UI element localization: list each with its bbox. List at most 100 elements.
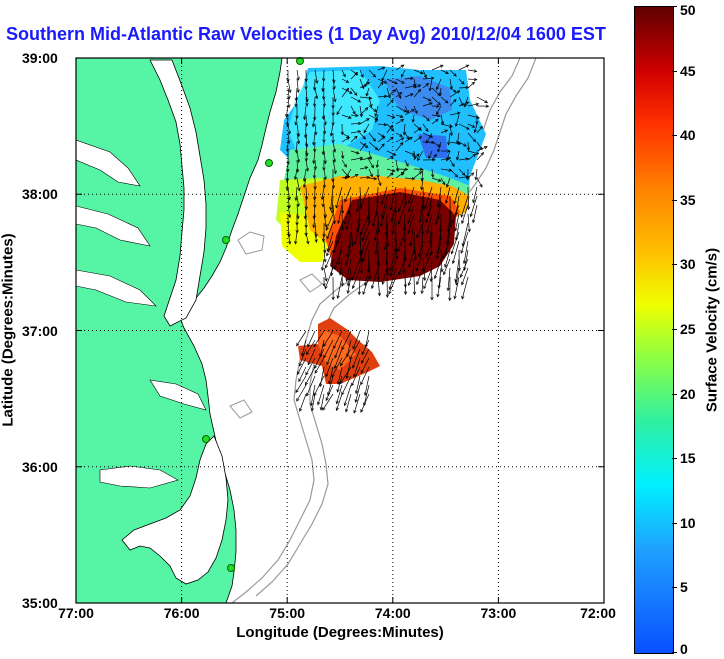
velocity-arrow-head	[321, 96, 326, 100]
velocity-arrow-head	[417, 84, 422, 88]
velocity-arrow	[339, 258, 343, 276]
station-marker[interactable]	[202, 435, 210, 443]
velocity-arrow	[386, 114, 395, 118]
velocity-arrow-head	[431, 174, 435, 178]
velocity-arrow-head	[427, 98, 432, 102]
velocity-arrow-head	[315, 95, 319, 100]
velocity-arrow-head	[335, 204, 339, 209]
velocity-arrow-head	[385, 294, 390, 298]
velocity-arrow	[449, 78, 453, 90]
velocity-arrow	[323, 204, 326, 218]
velocity-arrow-head	[390, 156, 394, 160]
velocity-arrow	[325, 249, 334, 269]
velocity-arrow-head	[417, 127, 422, 131]
velocity-arrow	[336, 393, 343, 411]
velocity-arrow-head	[354, 390, 359, 395]
station-marker[interactable]	[265, 159, 273, 167]
velocity-arrow	[341, 88, 349, 98]
grid	[76, 58, 604, 603]
colorbar-tick	[672, 652, 677, 653]
velocity-arrow	[408, 267, 415, 286]
velocity-arrow	[325, 213, 334, 231]
velocity-arrow-head	[370, 285, 375, 290]
velocity-arrow	[286, 168, 289, 182]
velocity-arrow-head	[420, 231, 425, 236]
velocity-arrow	[322, 393, 334, 411]
velocity-arrow-head	[430, 297, 434, 301]
velocity-arrow	[386, 89, 396, 98]
velocity-arrow-head	[400, 74, 404, 78]
velocity-arrow	[422, 123, 429, 132]
velocity-arrow	[319, 339, 325, 357]
velocity-arrow-head	[334, 354, 338, 359]
velocity-arrow	[358, 276, 361, 295]
velocity-arrow-head	[409, 136, 413, 140]
velocity-arrow	[305, 123, 307, 138]
velocity-arrow-head	[362, 258, 366, 262]
velocity-arrow	[341, 176, 350, 179]
velocity-arrow	[449, 204, 452, 228]
velocity-arrow	[395, 171, 405, 179]
velocity-arrow	[334, 348, 343, 369]
velocity-arrow	[377, 143, 385, 152]
velocity-arrow	[446, 222, 451, 245]
velocity-arrow-head	[288, 214, 292, 219]
velocity-arrow	[359, 157, 371, 161]
velocity-arrow	[476, 177, 483, 188]
velocity-arrow-head	[474, 176, 478, 181]
velocity-arrow	[346, 357, 352, 379]
velocity-arrow	[395, 137, 404, 143]
velocity-arrow	[429, 222, 433, 244]
velocity-arrow-head	[356, 151, 360, 155]
velocity-arrow-head	[447, 141, 451, 146]
velocity-arrow-head	[346, 175, 351, 179]
pamlico-sound	[121, 435, 229, 585]
velocity-arrow-head	[401, 80, 405, 84]
velocity-arrow-head	[400, 137, 405, 141]
velocity-arrow	[350, 72, 358, 80]
velocity-arrow	[364, 267, 370, 286]
velocity-arrow	[458, 87, 469, 89]
velocity-arrow-head	[376, 174, 380, 179]
velocity-arrow-head	[401, 270, 405, 274]
velocity-arrow	[307, 330, 316, 347]
velocity-arrow	[375, 231, 379, 255]
velocity-arrow	[296, 204, 299, 219]
velocity-arrow	[341, 132, 350, 138]
station-marker[interactable]	[227, 564, 235, 572]
velocity-arrow	[287, 123, 291, 134]
velocity-arrow-head	[417, 157, 421, 162]
velocity-arrow-head	[374, 146, 379, 151]
velocity-arrow-head	[451, 219, 455, 224]
velocity-arrow-head	[326, 235, 330, 240]
velocity-arrow	[377, 132, 385, 138]
velocity-arrow-head	[445, 70, 449, 74]
velocity-arrow-head	[305, 371, 309, 376]
velocity-arrow	[323, 267, 327, 282]
velocity-arrow	[368, 177, 377, 180]
velocity-arrow	[287, 204, 291, 218]
velocity-arrow	[359, 249, 363, 274]
velocity-arrow-head	[461, 172, 466, 176]
velocity-arrow-head	[329, 206, 333, 211]
velocity-arrow-head	[407, 208, 412, 213]
velocity-arrow	[355, 375, 361, 394]
velocity-arrow-head	[408, 242, 413, 247]
velocity-arrow-head	[420, 186, 424, 191]
station-marker[interactable]	[222, 236, 230, 244]
velocity-arrow-head	[375, 164, 379, 169]
velocity-arrow-head	[353, 92, 358, 96]
velocity-arrow-head	[325, 397, 329, 402]
velocity-arrow	[458, 78, 465, 85]
velocity-arrow	[438, 267, 442, 289]
velocity-arrow	[434, 258, 442, 279]
velocity-arrow-head	[380, 215, 384, 220]
velocity-arrow	[346, 258, 352, 282]
velocity-arrow-head	[298, 378, 302, 383]
velocity-arrow	[355, 384, 361, 403]
velocity-arrow	[323, 213, 327, 227]
velocity-arrow	[351, 258, 361, 281]
velocity-arrow	[467, 213, 470, 232]
velocity-arrow-head	[392, 89, 397, 93]
